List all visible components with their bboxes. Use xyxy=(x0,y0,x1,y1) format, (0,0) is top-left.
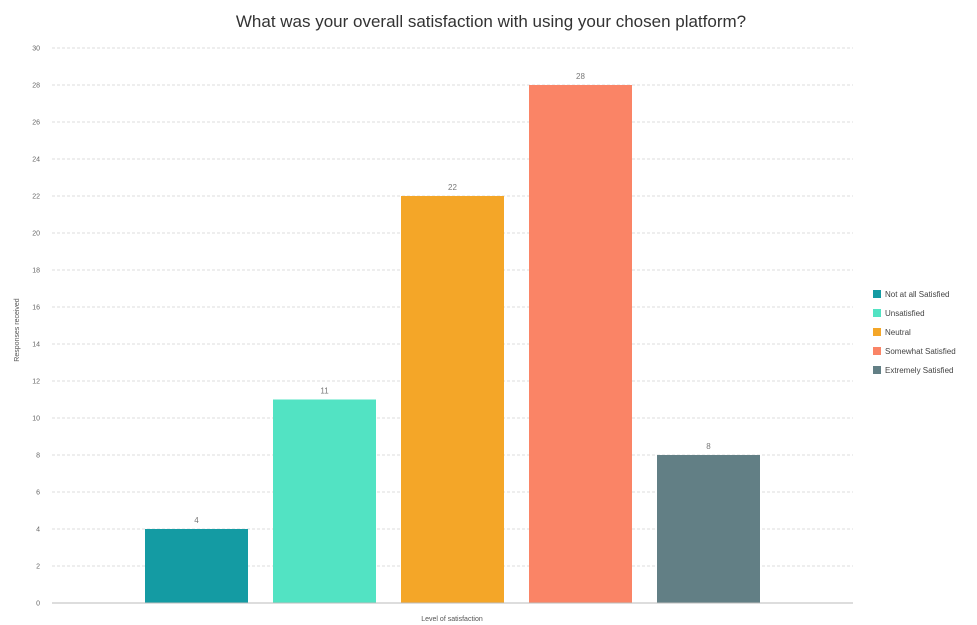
y-tick-label: 30 xyxy=(32,46,40,53)
y-tick-label: 16 xyxy=(32,305,40,312)
y-tick-label: 22 xyxy=(32,194,40,201)
data-label: 11 xyxy=(320,387,329,396)
bar xyxy=(529,85,632,603)
y-axis-title: Responses received xyxy=(14,298,21,362)
legend-label: Neutral xyxy=(885,328,911,337)
bars xyxy=(145,85,760,603)
y-tick-label: 2 xyxy=(36,564,40,571)
y-tick-label: 8 xyxy=(36,453,40,460)
legend-label: Not at all Satisfied xyxy=(885,290,949,299)
legend-swatch xyxy=(873,366,881,374)
legend-label: Somewhat Satisfied xyxy=(885,347,956,356)
y-tick-label: 14 xyxy=(32,342,40,349)
legend-swatch xyxy=(873,328,881,336)
bar xyxy=(145,529,248,603)
data-label: 28 xyxy=(576,72,585,81)
legend-label: Extremely Satisfied xyxy=(885,366,953,375)
data-label: 8 xyxy=(706,442,711,451)
y-tick-label: 20 xyxy=(32,231,40,238)
y-tick-label: 28 xyxy=(32,83,40,90)
y-tick-label: 24 xyxy=(32,157,40,164)
data-labels: 4 11 22 28 8 xyxy=(194,72,711,525)
legend-swatch xyxy=(873,290,881,298)
bar xyxy=(273,399,376,603)
y-tick-label: 12 xyxy=(32,379,40,386)
y-tick-label: 18 xyxy=(32,268,40,275)
x-axis-title: Level of satisfaction xyxy=(421,616,483,623)
legend-label: Unsatisfied xyxy=(885,309,925,318)
y-tick-label: 10 xyxy=(32,416,40,423)
bar xyxy=(657,455,760,603)
legend: Not at all Satisfied Unsatisfied Neutral So… xyxy=(873,290,956,375)
y-tick-label: 4 xyxy=(36,527,40,534)
bar xyxy=(401,196,504,603)
data-label: 4 xyxy=(194,516,199,525)
y-tick-label: 26 xyxy=(32,120,40,127)
data-label: 22 xyxy=(448,183,457,192)
chart-title: What was your overall satisfaction with … xyxy=(236,12,746,31)
y-tick-label: 0 xyxy=(36,601,40,608)
y-tick-label: 6 xyxy=(36,490,40,497)
legend-swatch xyxy=(873,309,881,317)
legend-swatch xyxy=(873,347,881,355)
